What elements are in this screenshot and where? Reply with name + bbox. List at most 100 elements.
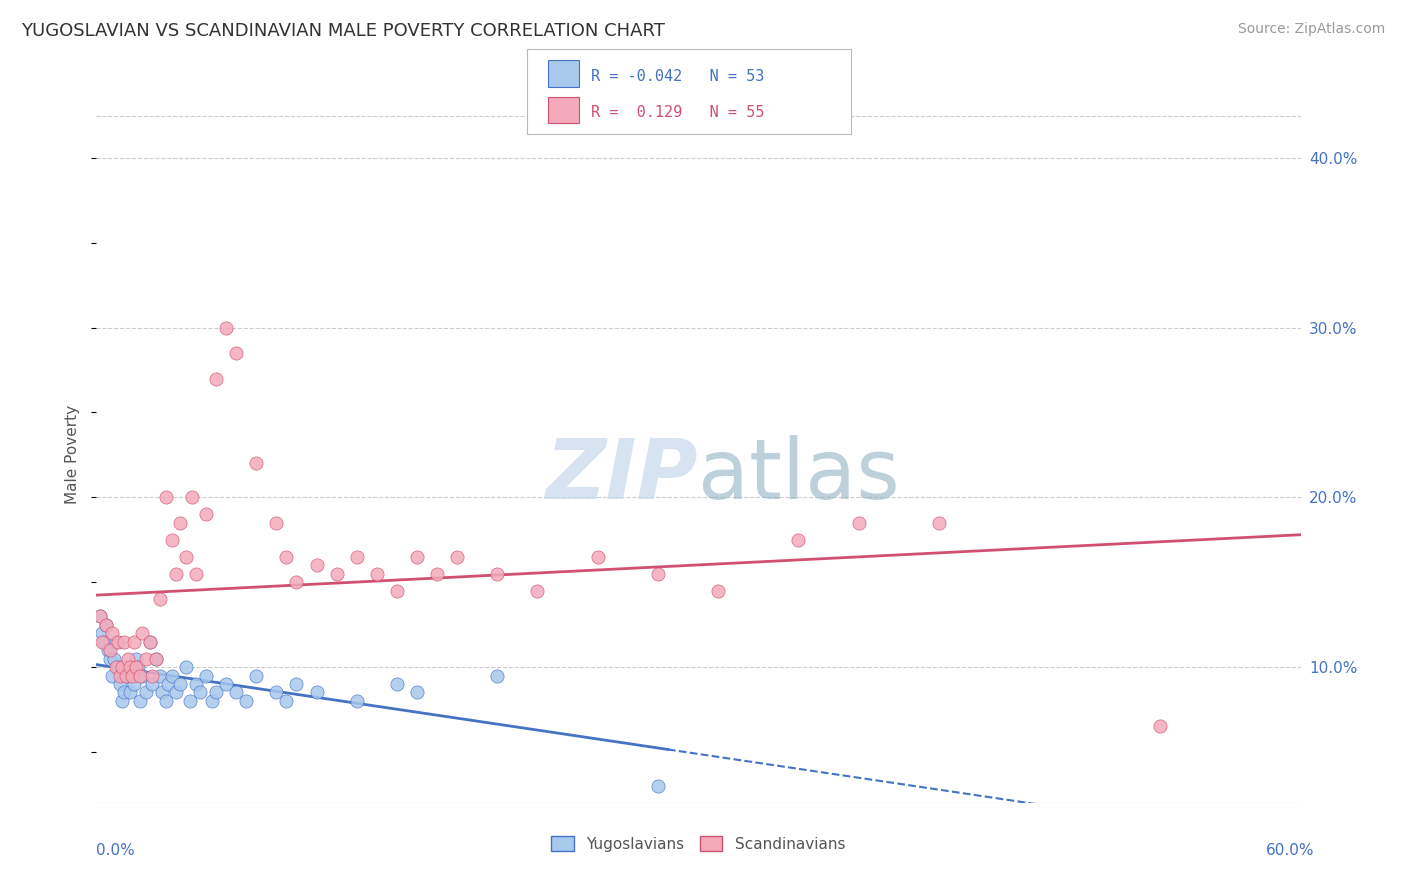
Point xyxy=(205,371,228,385)
Y-axis label: Male Poverty: Male Poverty xyxy=(65,405,80,505)
Point xyxy=(305,558,328,573)
Point xyxy=(285,677,308,691)
Point xyxy=(112,634,135,648)
Point xyxy=(145,651,167,665)
Point xyxy=(128,694,150,708)
Point xyxy=(266,685,288,699)
Text: YUGOSLAVIAN VS SCANDINAVIAN MALE POVERTY CORRELATION CHART: YUGOSLAVIAN VS SCANDINAVIAN MALE POVERTY… xyxy=(21,22,665,40)
Point xyxy=(647,566,669,581)
Text: 0.0%: 0.0% xyxy=(96,843,135,858)
Point xyxy=(1149,719,1171,733)
Point xyxy=(385,677,408,691)
Point xyxy=(647,779,669,793)
Point xyxy=(184,677,207,691)
Text: 60.0%: 60.0% xyxy=(1267,843,1315,858)
Point xyxy=(787,533,810,547)
Point xyxy=(406,549,429,564)
Point xyxy=(406,685,429,699)
Point xyxy=(141,668,163,682)
Point xyxy=(114,660,136,674)
Point xyxy=(426,566,449,581)
Point xyxy=(122,634,145,648)
Point xyxy=(90,634,112,648)
Text: R =  0.129   N = 55: R = 0.129 N = 55 xyxy=(591,105,763,120)
Point xyxy=(174,660,197,674)
Point xyxy=(111,660,134,674)
Point xyxy=(848,516,870,530)
Point xyxy=(117,651,139,665)
Point xyxy=(128,668,150,682)
Point xyxy=(184,566,207,581)
Point xyxy=(108,668,131,682)
Text: ZIP: ZIP xyxy=(546,435,697,516)
Point xyxy=(155,491,177,505)
Point xyxy=(135,651,157,665)
Text: atlas: atlas xyxy=(697,435,900,516)
Point xyxy=(205,685,228,699)
Legend: Yugoslavians, Scandinavians: Yugoslavians, Scandinavians xyxy=(546,830,851,858)
Point xyxy=(225,685,247,699)
Point xyxy=(145,651,167,665)
Point xyxy=(346,694,368,708)
Point xyxy=(98,651,121,665)
Point xyxy=(305,685,328,699)
Point xyxy=(114,668,136,682)
Point xyxy=(149,592,172,607)
Text: R = -0.042   N = 53: R = -0.042 N = 53 xyxy=(591,69,763,84)
Point xyxy=(112,685,135,699)
Point xyxy=(526,583,548,598)
Point xyxy=(215,677,238,691)
Point xyxy=(160,668,183,682)
Point xyxy=(103,651,125,665)
Point xyxy=(93,634,115,648)
Point xyxy=(486,668,509,682)
Point xyxy=(89,609,111,624)
Point xyxy=(179,694,201,708)
Point xyxy=(266,516,288,530)
Point xyxy=(276,694,298,708)
Point xyxy=(104,634,127,648)
Point xyxy=(160,533,183,547)
Point xyxy=(139,634,162,648)
Point xyxy=(586,549,609,564)
Point xyxy=(276,549,298,564)
Point xyxy=(97,643,120,657)
Point xyxy=(169,677,191,691)
Point xyxy=(90,626,112,640)
Point xyxy=(100,626,122,640)
Point xyxy=(107,634,129,648)
Point xyxy=(108,677,131,691)
Point xyxy=(928,516,950,530)
Point xyxy=(111,694,134,708)
Point xyxy=(235,694,257,708)
Point xyxy=(127,660,149,674)
Point xyxy=(107,660,129,674)
Point xyxy=(117,668,139,682)
Point xyxy=(98,643,121,657)
Point xyxy=(325,566,347,581)
Point xyxy=(245,668,267,682)
Point xyxy=(122,677,145,691)
Point xyxy=(346,549,368,564)
Point xyxy=(215,320,238,334)
Point xyxy=(94,617,117,632)
Point xyxy=(165,685,187,699)
Point xyxy=(366,566,388,581)
Point xyxy=(150,685,173,699)
Point xyxy=(94,617,117,632)
Point xyxy=(100,668,122,682)
Point xyxy=(135,685,157,699)
Point xyxy=(131,626,153,640)
Point xyxy=(139,634,162,648)
Point xyxy=(89,609,111,624)
Point xyxy=(149,668,172,682)
Point xyxy=(285,575,308,590)
Point xyxy=(118,660,141,674)
Point xyxy=(181,491,204,505)
Point xyxy=(385,583,408,598)
Point xyxy=(155,694,177,708)
Point xyxy=(118,685,141,699)
Point xyxy=(195,668,218,682)
Point xyxy=(165,566,187,581)
Point xyxy=(169,516,191,530)
